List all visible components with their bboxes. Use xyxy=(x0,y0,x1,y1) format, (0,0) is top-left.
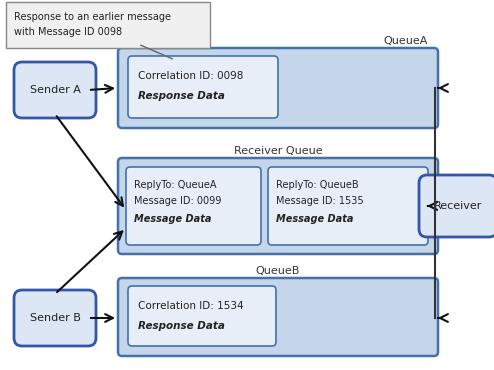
FancyBboxPatch shape xyxy=(419,175,494,237)
Text: Response to an earlier message: Response to an earlier message xyxy=(14,12,171,22)
FancyBboxPatch shape xyxy=(118,48,438,128)
Text: ReplyTo: QueueA: ReplyTo: QueueA xyxy=(134,180,216,190)
Text: QueueB: QueueB xyxy=(256,266,300,276)
Text: Message ID: 1535: Message ID: 1535 xyxy=(276,196,364,206)
Text: Sender B: Sender B xyxy=(30,313,81,323)
Text: Correlation ID: 0098: Correlation ID: 0098 xyxy=(138,71,244,81)
Text: QueueA: QueueA xyxy=(384,36,428,46)
Text: Message Data: Message Data xyxy=(276,214,354,224)
Text: Receiver Queue: Receiver Queue xyxy=(234,146,322,156)
Text: ReplyTo: QueueB: ReplyTo: QueueB xyxy=(276,180,359,190)
FancyBboxPatch shape xyxy=(14,62,96,118)
Text: Message ID: 0099: Message ID: 0099 xyxy=(134,196,221,206)
Text: Correlation ID: 1534: Correlation ID: 1534 xyxy=(138,301,244,311)
FancyBboxPatch shape xyxy=(118,278,438,356)
FancyBboxPatch shape xyxy=(128,56,278,118)
Text: Receiver: Receiver xyxy=(434,201,482,211)
Text: Message Data: Message Data xyxy=(134,214,211,224)
FancyBboxPatch shape xyxy=(268,167,428,245)
FancyBboxPatch shape xyxy=(118,158,438,254)
FancyBboxPatch shape xyxy=(14,290,96,346)
FancyBboxPatch shape xyxy=(126,167,261,245)
Text: Response Data: Response Data xyxy=(138,321,225,331)
Text: Response Data: Response Data xyxy=(138,91,225,101)
FancyBboxPatch shape xyxy=(6,2,210,48)
Text: Sender A: Sender A xyxy=(30,85,81,95)
Text: with Message ID 0098: with Message ID 0098 xyxy=(14,27,122,37)
FancyBboxPatch shape xyxy=(128,286,276,346)
